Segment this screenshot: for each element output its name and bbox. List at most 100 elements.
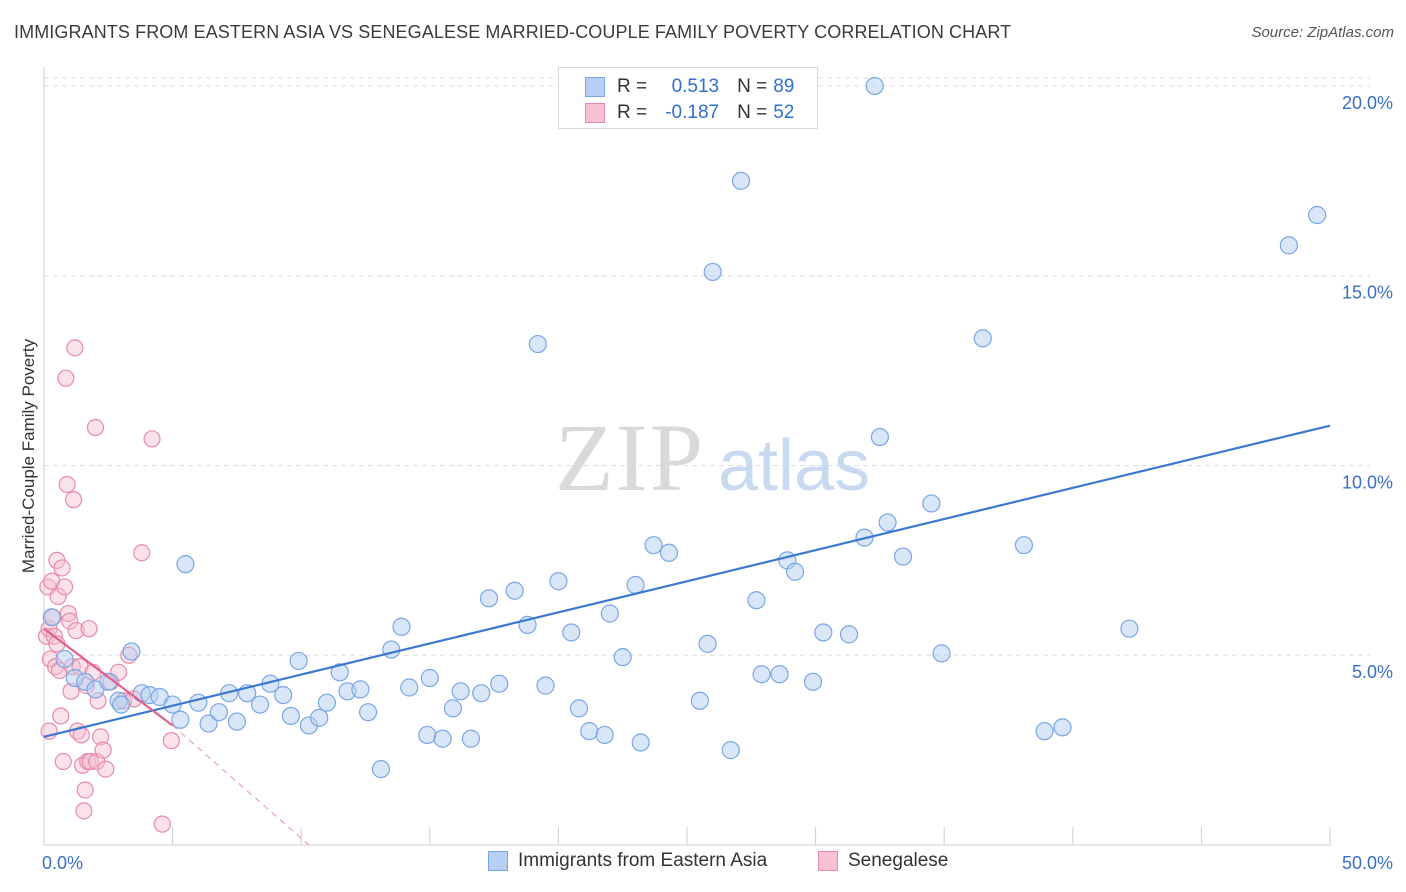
eastern-asia-point: [922, 494, 941, 513]
eastern-asia-point: [1308, 205, 1327, 225]
eastern-asia-point: [472, 684, 491, 703]
eastern-asia-point: [330, 663, 349, 682]
senegalese-point: [66, 339, 84, 357]
eastern-asia-point: [528, 334, 547, 354]
eastern-asia-point: [317, 693, 337, 712]
eastern-asia-point: [400, 678, 419, 697]
senegalese-point: [133, 544, 151, 562]
eastern-asia-point: [770, 665, 789, 684]
eastern-asia-point: [1014, 536, 1034, 555]
eastern-asia-point: [690, 691, 709, 710]
eastern-asia-point: [536, 676, 555, 695]
source-label: Source: ZipAtlas.com: [1251, 24, 1394, 41]
senegalese-point: [55, 578, 74, 596]
senegalese-point: [86, 418, 105, 437]
eastern-asia-point: [433, 729, 452, 748]
eastern-asia-point: [747, 591, 766, 610]
eastern-asia-point: [1120, 619, 1139, 638]
senegalese-point: [143, 430, 161, 448]
senegalese-point: [40, 722, 58, 740]
eastern-asia-point: [112, 695, 131, 714]
eastern-asia-point: [281, 706, 301, 726]
legend-label: Immigrants from Eastern Asia: [518, 850, 768, 871]
senegalese-point: [64, 491, 83, 509]
eastern-asia-point: [580, 722, 599, 741]
stats-row-senegalese: R = -0.187 N = 52: [559, 99, 794, 127]
eastern-asia-point: [451, 682, 470, 701]
eastern-asia-point: [1053, 718, 1072, 737]
senegalese-point: [76, 781, 94, 799]
eastern-asia-point: [839, 625, 859, 644]
y-axis-label: Married-Couple Family Poverty: [19, 338, 38, 573]
eastern-asia-point: [600, 604, 619, 623]
eastern-asia-point: [358, 703, 378, 722]
y-tick-label: 15.0%: [1342, 283, 1393, 303]
eastern-asia-point: [973, 329, 992, 348]
watermark: ZIP atlas: [555, 404, 870, 511]
stats-r-label: R =: [617, 102, 648, 123]
y-tick-label: 5.0%: [1352, 662, 1393, 682]
x-tick-label: 0.0%: [42, 853, 83, 873]
senegalese-points: [37, 339, 180, 833]
eastern-asia-point: [1279, 236, 1298, 255]
stats-swatch-blue: [585, 77, 605, 97]
trend-layer: [43, 424, 1331, 846]
chart-title: IMMIGRANTS FROM EASTERN ASIA VS SENEGALE…: [14, 22, 1012, 42]
y-tick-label: 10.0%: [1342, 472, 1393, 492]
senegalese-point: [58, 475, 76, 494]
stats-n-label: N =: [737, 102, 768, 123]
eastern-asia-trendline: [43, 424, 1331, 738]
senegalese-point: [153, 815, 171, 833]
eastern-asia-point: [227, 712, 246, 731]
eastern-asia-point: [250, 695, 270, 714]
eastern-asia-point: [42, 608, 61, 627]
eastern-asia-point: [893, 547, 913, 566]
senegalese-point: [162, 732, 180, 750]
eastern-asia-point: [659, 543, 679, 562]
eastern-asia-point: [189, 693, 208, 712]
senegalese-point: [67, 621, 85, 640]
eastern-asia-point: [122, 642, 141, 661]
eastern-asia-point: [703, 262, 722, 282]
eastern-asia-point: [752, 665, 771, 684]
eastern-asia-point: [443, 699, 463, 718]
eastern-asia-point: [461, 729, 481, 748]
stats-n-label: N =: [737, 76, 768, 97]
stats-n-value: 89: [773, 76, 795, 97]
watermark-zip: ZIP: [555, 404, 705, 511]
eastern-asia-point: [878, 513, 897, 532]
eastern-asia-point: [721, 741, 740, 760]
eastern-asia-point: [814, 623, 833, 642]
senegalese-point: [52, 707, 70, 725]
senegalese-point: [54, 752, 72, 771]
eastern-asia-point: [569, 699, 589, 718]
stats-n-value: 52: [773, 102, 795, 123]
senegalese-point: [80, 620, 98, 638]
eastern-asia-point: [382, 640, 401, 659]
eastern-asia-point: [99, 672, 118, 691]
stats-swatch-pink: [585, 103, 605, 123]
eastern-asia-point: [870, 427, 890, 447]
eastern-asia-point: [631, 733, 650, 752]
stats-legend: R = 0.513 N = 89 R = -0.187 N = 52: [558, 67, 818, 129]
eastern-asia-point: [595, 725, 614, 745]
eastern-asia-point: [371, 759, 391, 779]
stats-r-value: 0.513: [671, 76, 720, 97]
legend-item-eastern-asia[interactable]: Immigrants from Eastern Asia: [488, 850, 767, 872]
senegalese-point: [53, 559, 71, 577]
eastern-asia-points: [42, 76, 1327, 779]
senegalese-point: [57, 369, 75, 387]
senegalese-point: [97, 760, 115, 778]
eastern-asia-point: [731, 171, 751, 190]
bottom-legend: Immigrants from Eastern Asia Senegalese: [0, 850, 1406, 880]
axes-layer: [43, 67, 1331, 846]
eastern-asia-point: [785, 562, 805, 581]
eastern-asia-point: [351, 680, 370, 699]
y-tick-label: 20.0%: [1342, 93, 1393, 113]
senegalese-point: [75, 802, 93, 820]
eastern-asia-point: [274, 685, 293, 705]
senegalese-point: [61, 612, 79, 630]
legend-item-senegalese[interactable]: Senegalese: [818, 850, 948, 872]
legend-label: Senegalese: [848, 850, 949, 871]
